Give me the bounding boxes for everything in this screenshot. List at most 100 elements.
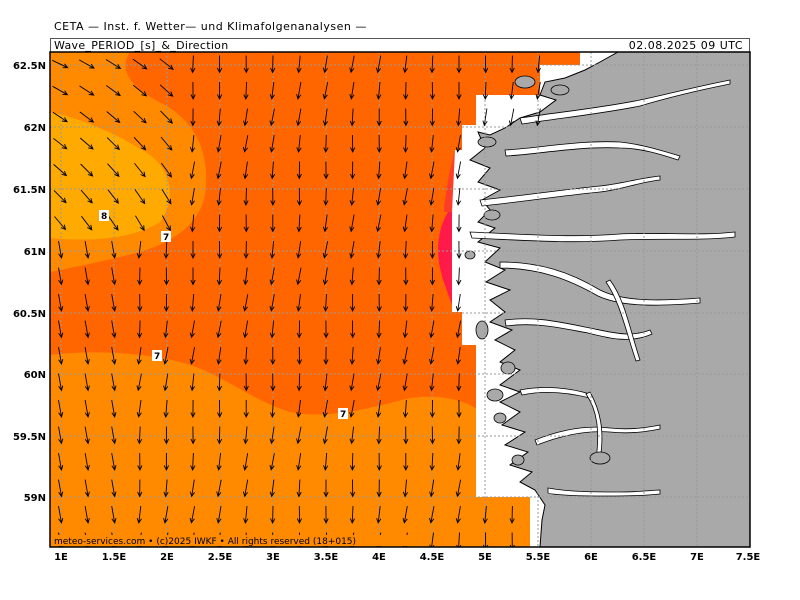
- wave-direction-arrow: [323, 161, 329, 180]
- wave-direction-arrow: [296, 55, 302, 74]
- wave-direction-arrow: [190, 452, 196, 472]
- wave-direction-arrow: [349, 214, 355, 233]
- subtitle-bar: Wave_PERIOD_[s]_&_Direction 02.08.2025 0…: [50, 38, 750, 52]
- wave-direction-arrow: [53, 190, 67, 204]
- wave-direction-arrow: [376, 81, 382, 101]
- wave-direction-arrow: [402, 506, 408, 524]
- wave-direction-arrow: [243, 373, 249, 392]
- wave-direction-arrow: [270, 505, 276, 525]
- credit-bg: [52, 535, 414, 546]
- wave-direction-arrow: [455, 320, 462, 339]
- wave-direction-arrow: [133, 136, 147, 151]
- lat-label: 59N: [24, 493, 46, 504]
- wave-direction-arrow: [376, 293, 382, 313]
- wave-direction-arrow: [190, 426, 196, 445]
- wave-direction-arrow: [216, 373, 222, 392]
- wave-direction-arrow: [189, 479, 195, 498]
- wave-direction-arrow: [350, 320, 356, 339]
- wave-direction-arrow: [402, 373, 408, 392]
- wave-direction-arrow: [189, 161, 196, 180]
- wave-direction-arrow: [216, 453, 222, 471]
- wave-direction-arrow: [402, 320, 408, 339]
- lon-label: 7E: [690, 552, 704, 563]
- wave-direction-arrow: [216, 188, 222, 206]
- lon-label: 5E: [478, 552, 492, 563]
- wave-direction-arrow: [163, 453, 170, 472]
- wave-direction-arrow: [296, 346, 303, 366]
- wave-direction-arrow: [455, 347, 461, 365]
- field-name: Wave_PERIOD_[s]_&_Direction: [54, 39, 229, 52]
- wave-direction-arrow: [482, 81, 488, 101]
- lat-label: 62N: [24, 123, 46, 134]
- wave-direction-arrow: [456, 214, 462, 233]
- wave-direction-arrow: [189, 135, 196, 153]
- wave-direction-arrow: [161, 162, 173, 178]
- wave-direction-arrow: [216, 479, 222, 498]
- wave-direction-arrow: [189, 506, 196, 524]
- wave-direction-arrow: [111, 373, 117, 392]
- wave-direction-arrow: [323, 187, 329, 207]
- wave-direction-arrow: [456, 108, 462, 127]
- wave-direction-arrow: [429, 55, 435, 74]
- wave-direction-arrow: [190, 293, 196, 313]
- wave-direction-arrow: [403, 267, 409, 286]
- lon-label: 3E: [266, 552, 280, 563]
- wave-direction-arrow: [483, 55, 489, 74]
- wave-direction-arrow: [296, 453, 302, 471]
- wave-direction-arrow: [376, 506, 382, 524]
- wave-direction-arrow: [136, 506, 142, 524]
- wave-direction-arrow: [105, 59, 122, 70]
- islands: [464, 75, 611, 466]
- wave-direction-arrow: [270, 214, 276, 233]
- wave-direction-arrow: [242, 453, 249, 471]
- wave-direction-arrow: [323, 479, 329, 498]
- wave-direction-arrow: [296, 294, 302, 312]
- wave-direction-arrow: [216, 135, 222, 153]
- wave-direction-arrow: [111, 400, 117, 418]
- wave-direction-arrow: [111, 320, 117, 339]
- wave-direction-arrow: [323, 505, 329, 525]
- wave-direction-arrow: [135, 215, 145, 232]
- wave-direction-arrow: [216, 320, 222, 339]
- wave-direction-arrow: [216, 347, 222, 365]
- wave-direction-arrow: [535, 108, 541, 127]
- lat-label: 60N: [24, 370, 46, 381]
- wave-direction-arrow: [132, 84, 148, 97]
- wave-direction-arrow: [402, 399, 409, 419]
- wave-direction-arrow: [455, 479, 462, 498]
- wave-direction-arrow: [296, 134, 302, 154]
- contour-label-7a: 7: [163, 233, 169, 243]
- wave-direction-arrow: [58, 373, 64, 392]
- wave-direction-arrow: [216, 55, 223, 74]
- wave-direction-arrow: [84, 400, 90, 418]
- wave-direction-arrow: [296, 214, 302, 233]
- period-band-9: [50, 112, 170, 240]
- wave-direction-arrow: [216, 82, 223, 101]
- wave-direction-arrow: [216, 267, 222, 286]
- wave-direction-arrow: [111, 294, 117, 312]
- wave-direction-arrow: [80, 163, 94, 177]
- wave-direction-arrow: [111, 267, 117, 286]
- wave-direction-arrow: [429, 81, 436, 101]
- wave-direction-arrow: [54, 216, 67, 231]
- wave-direction-arrow: [269, 161, 276, 180]
- wave-direction-arrow: [322, 241, 329, 259]
- wave-direction-arrow: [350, 479, 356, 498]
- wave-direction-arrow: [349, 346, 355, 366]
- wave-direction-arrow: [296, 373, 302, 392]
- lat-label: 61.5N: [13, 185, 46, 196]
- wave-direction-arrow: [429, 108, 435, 127]
- wave-direction-arrow: [242, 294, 249, 312]
- wave-direction-arrow: [456, 240, 462, 260]
- wave-direction-arrow: [80, 189, 93, 204]
- wave-direction-arrow: [269, 82, 275, 100]
- wave-direction-arrow: [58, 400, 64, 418]
- lat-label: 62.5N: [13, 61, 46, 72]
- wave-direction-arrow: [296, 161, 302, 180]
- wave-direction-arrow: [58, 347, 64, 365]
- wave-direction-arrow: [429, 241, 436, 260]
- wave-direction-arrow: [162, 215, 171, 232]
- wave-direction-arrow: [136, 426, 143, 445]
- wave-direction-arrow: [58, 241, 64, 259]
- wave-direction-arrow: [163, 373, 169, 392]
